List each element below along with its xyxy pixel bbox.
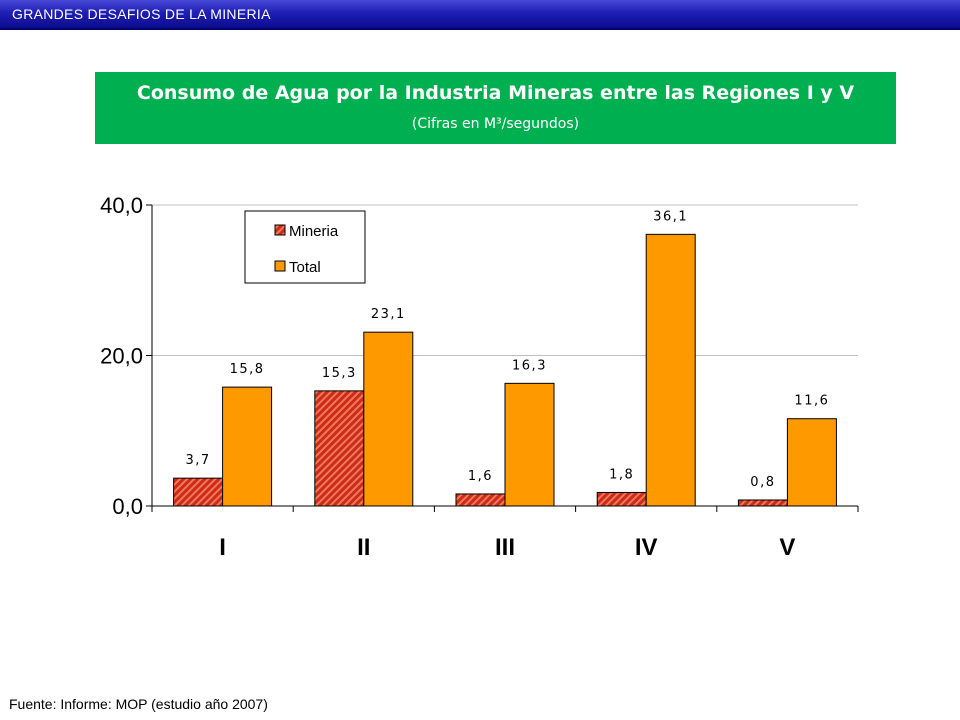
data-label-mineria: 3,7 xyxy=(186,453,211,468)
bar-mineria-III xyxy=(455,493,506,507)
data-label-total: 23,1 xyxy=(371,307,406,322)
bar-total-II xyxy=(363,331,414,507)
y-tick-label: 40,0 xyxy=(100,193,143,218)
legend-swatch-mineria xyxy=(274,224,286,236)
bar-mineria-IV xyxy=(596,491,647,507)
legend-box xyxy=(244,210,366,284)
data-label-total: 36,1 xyxy=(653,209,688,224)
data-label-mineria: 0,8 xyxy=(750,475,775,490)
bar-mineria-I xyxy=(173,477,224,507)
legend-label-mineria: Mineria xyxy=(289,223,339,240)
x-category-label: V xyxy=(779,534,795,561)
data-label-mineria: 1,8 xyxy=(609,467,634,482)
source-note: Fuente: Informe: MOP (estudio año 2007) xyxy=(9,696,268,712)
data-label-mineria: 1,6 xyxy=(468,469,493,484)
banner-title: GRANDES DESAFIOS DE LA MINERIA xyxy=(12,6,271,22)
data-label-total: 16,3 xyxy=(512,358,547,373)
y-tick-label: 20,0 xyxy=(100,344,143,369)
data-label-total: 15,8 xyxy=(230,362,265,377)
bar-mineria-V xyxy=(737,499,788,507)
x-category-label: I xyxy=(219,534,226,561)
chart-title: Consumo de Agua por la Industria Mineras… xyxy=(136,82,855,104)
legend-swatch-total xyxy=(274,260,286,272)
chart-subtitle: (Cifras en M³/segundos) xyxy=(411,116,580,132)
data-label-mineria: 15,3 xyxy=(322,366,357,381)
x-category-label: IV xyxy=(635,534,658,561)
legend-label-total: Total xyxy=(289,259,321,276)
x-category-label: II xyxy=(357,534,370,561)
data-label-total: 11,6 xyxy=(794,394,829,409)
top-banner: GRANDES DESAFIOS DE LA MINERIA xyxy=(0,0,960,30)
chart-header: Consumo de Agua por la Industria Mineras… xyxy=(95,72,896,144)
x-category-label: III xyxy=(495,534,515,561)
bar-total-V xyxy=(786,418,837,507)
bar-mineria-II xyxy=(314,390,365,507)
y-tick-label: 0,0 xyxy=(112,494,143,519)
bar-total-I xyxy=(222,386,273,507)
bar-total-IV xyxy=(645,233,696,507)
bar-total-III xyxy=(504,382,555,507)
